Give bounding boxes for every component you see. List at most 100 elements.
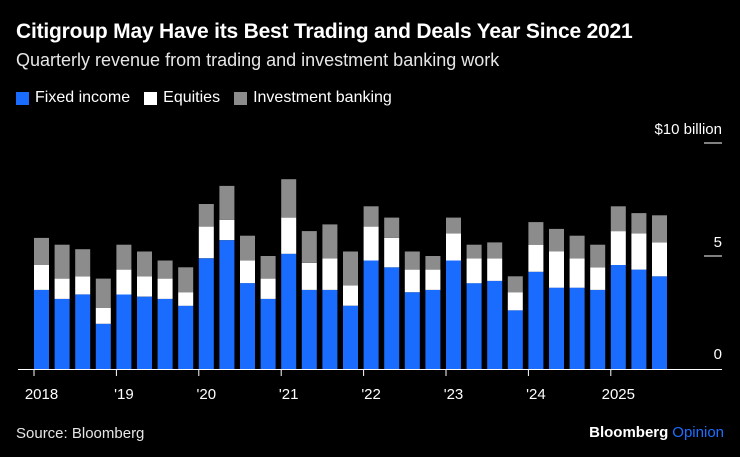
- bar-segment: [569, 235, 585, 259]
- bar-segment: [384, 237, 400, 268]
- bar-segment: [34, 265, 49, 290]
- bar-segment: [425, 256, 441, 270]
- bar-segment: [404, 292, 420, 369]
- bar-segment: [590, 289, 606, 369]
- bar-segment: [343, 285, 358, 306]
- x-tick-label: '23: [444, 386, 464, 403]
- bar-segment: [240, 260, 255, 284]
- bar-segment: [219, 185, 235, 220]
- bar-segment: [652, 276, 667, 369]
- bar-segment: [198, 204, 214, 227]
- bar-segment: [116, 294, 132, 369]
- chart-subtitle: Quarterly revenue from trading and inves…: [16, 50, 500, 70]
- bar-segment: [116, 269, 132, 295]
- x-tick-label: '20: [197, 386, 217, 403]
- bar-segment: [34, 237, 49, 265]
- bar-segment: [384, 267, 400, 369]
- bar-segment: [631, 213, 647, 234]
- y-tick-label: 5: [714, 234, 722, 251]
- legend-item-fixed-income: Fixed income: [16, 89, 130, 107]
- bar-segment: [569, 287, 585, 369]
- bar-segment: [631, 233, 647, 270]
- bar-segment: [507, 276, 523, 293]
- bar-segment: [466, 258, 482, 284]
- bar-segment: [610, 265, 626, 369]
- legend-swatch-equities: [144, 91, 158, 105]
- bar-segment: [549, 251, 564, 288]
- bar-segment: [343, 251, 358, 286]
- bar-segment: [301, 289, 317, 369]
- bar-segment: [54, 244, 70, 279]
- bar-segment: [466, 283, 482, 369]
- chart-title: Citigroup May Have its Best Trading and …: [16, 20, 633, 43]
- bar-segment: [466, 244, 482, 259]
- bar-segment: [219, 240, 235, 369]
- legend-label-fixed-income: Fixed income: [35, 89, 131, 106]
- legend-item-investment-banking: Investment banking: [234, 89, 392, 107]
- bar-segment: [116, 244, 132, 270]
- bar-segment: [652, 215, 667, 243]
- y-tick-label: 0: [714, 346, 722, 363]
- bar-segment: [75, 276, 91, 295]
- legend-swatch-investment-banking: [234, 91, 248, 105]
- bar-segment: [487, 258, 503, 281]
- x-tick-label: '22: [361, 386, 381, 403]
- legend-label-equities: Equities: [163, 89, 221, 106]
- bar-segment: [569, 258, 585, 288]
- legend-label-investment-banking: Investment banking: [253, 89, 392, 106]
- bar-segment: [157, 260, 173, 279]
- legend-item-equities: Equities: [144, 89, 220, 107]
- brand-secondary: Opinion: [672, 424, 724, 441]
- legend: Fixed income Equities Investment banking: [16, 89, 406, 107]
- bar-segment: [404, 251, 420, 270]
- bar-segment: [198, 226, 214, 259]
- bar-segment: [425, 269, 441, 290]
- bar-segment: [487, 280, 503, 369]
- bar-segment: [301, 262, 317, 290]
- bar-segment: [528, 244, 544, 272]
- bar-segment: [363, 260, 379, 369]
- bar-segment: [240, 283, 255, 369]
- bar-segment: [363, 206, 379, 227]
- bar-segment: [528, 271, 544, 369]
- x-tick-label: 2018: [25, 386, 58, 403]
- x-tick-label: 2025: [602, 386, 635, 403]
- bar-segment: [322, 224, 338, 259]
- bar-segment: [446, 217, 461, 234]
- bar-segment: [281, 179, 297, 218]
- bar-segment: [240, 235, 255, 261]
- bar-segment: [404, 269, 420, 293]
- bar-segment: [301, 231, 317, 263]
- bar-segment: [137, 276, 152, 297]
- bar-segment: [178, 305, 194, 369]
- bar-segment: [652, 242, 667, 277]
- bar-segment: [425, 289, 441, 369]
- source-note: Source: Bloomberg: [16, 425, 145, 442]
- bar-segment: [528, 222, 544, 245]
- bar-segment: [95, 308, 111, 324]
- bar-segment: [260, 256, 276, 279]
- bar-segment: [157, 278, 173, 299]
- x-tick-label: '21: [279, 386, 299, 403]
- y-tick-label: $10 billion: [654, 121, 722, 138]
- bar-segment: [178, 292, 194, 306]
- bar-segment: [137, 296, 152, 369]
- bar-segment: [446, 233, 461, 261]
- bar-segment: [322, 289, 338, 369]
- bar-segment: [631, 269, 647, 369]
- bar-segment: [487, 242, 503, 259]
- bar-segment: [260, 298, 276, 369]
- bar-segment: [549, 228, 564, 252]
- bar-segment: [322, 258, 338, 290]
- legend-swatch-fixed-income: [16, 91, 29, 105]
- bar-segment: [384, 217, 400, 238]
- bar-segment: [281, 253, 297, 369]
- x-tick-label: '19: [114, 386, 134, 403]
- bar-segment: [157, 298, 173, 369]
- bar-segment: [590, 244, 606, 268]
- brand-primary: Bloomberg: [589, 424, 669, 441]
- bar-segment: [610, 206, 626, 232]
- bar-segment: [507, 310, 523, 369]
- bar-segment: [446, 260, 461, 369]
